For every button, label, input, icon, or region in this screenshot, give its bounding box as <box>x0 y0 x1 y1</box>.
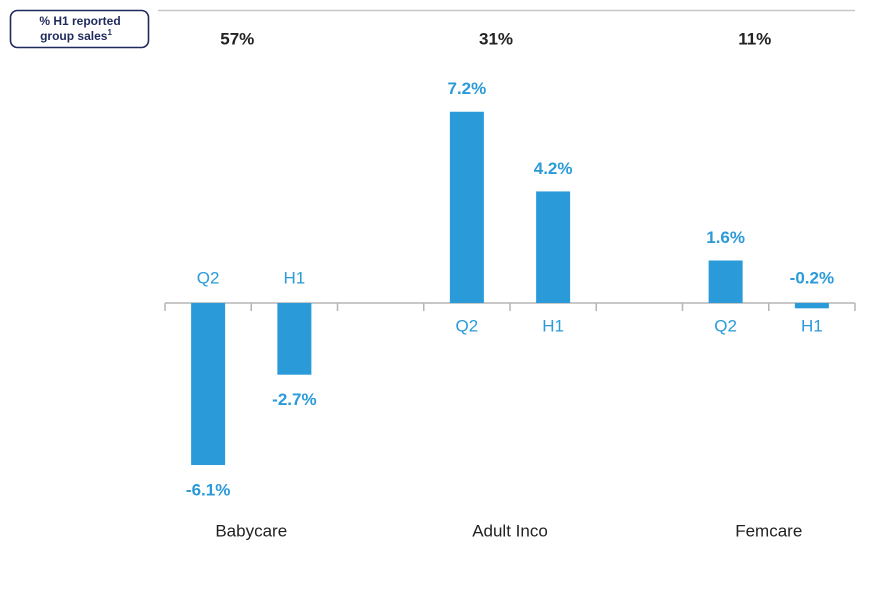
category-label: Adult Inco <box>472 521 548 540</box>
series-label: Q2 <box>456 316 479 335</box>
category-label: Babycare <box>215 521 287 540</box>
header-label: % H1 reported <box>39 14 120 28</box>
bar <box>449 111 484 303</box>
value-label: 7.2% <box>448 79 487 98</box>
series-label: Q2 <box>197 268 220 287</box>
series-label: Q2 <box>714 316 737 335</box>
bar <box>191 303 226 466</box>
series-label: H1 <box>542 316 564 335</box>
bar <box>794 303 829 309</box>
value-label: -0.2% <box>790 268 834 287</box>
header-box <box>9 9 150 49</box>
footnote-marker: 1 <box>107 28 112 37</box>
value-label: -2.7% <box>272 390 316 409</box>
series-label: H1 <box>284 268 306 287</box>
bar <box>708 260 743 303</box>
value-label: 4.2% <box>534 159 573 178</box>
share-label: 57% <box>220 29 254 48</box>
header-label: group sales <box>40 29 108 43</box>
bar <box>277 303 312 375</box>
value-label: 1.6% <box>706 228 745 247</box>
share-label: 11% <box>738 29 771 48</box>
share-label: 31% <box>479 29 513 48</box>
category-label: Femcare <box>735 521 802 540</box>
bar <box>536 191 571 303</box>
value-label: -6.1% <box>186 481 230 500</box>
header-label: group sales1 <box>40 28 112 43</box>
series-label: H1 <box>801 316 823 335</box>
